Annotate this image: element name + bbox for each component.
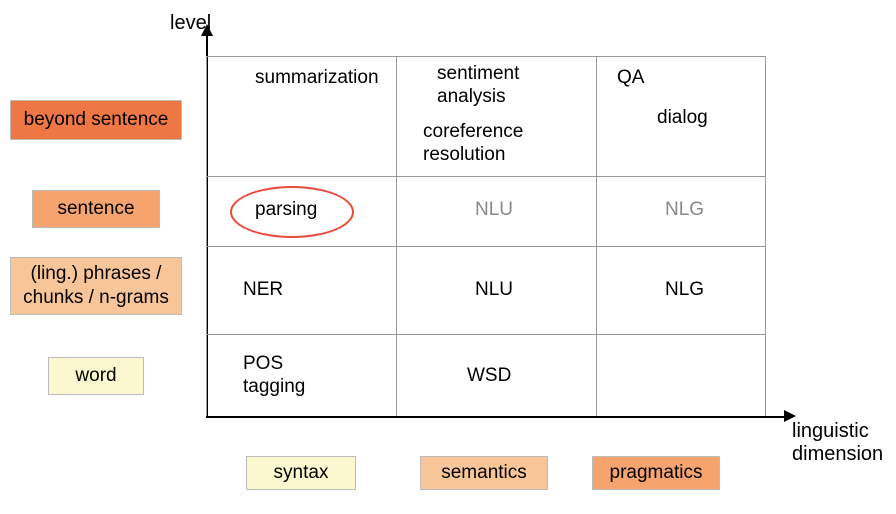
row-label-0: beyond sentence bbox=[10, 100, 182, 140]
col-label-0: syntax bbox=[246, 456, 356, 490]
cell-r1-c1: NLU bbox=[396, 176, 596, 246]
cell-text-r1c2-0: NLG bbox=[665, 199, 704, 222]
col-label-1: semantics bbox=[420, 456, 548, 490]
col-label-2: pragmatics bbox=[592, 456, 720, 490]
row-label-3: word bbox=[48, 357, 144, 395]
cell-r0-c0: summarization bbox=[206, 56, 396, 176]
row-label-1: sentence bbox=[32, 190, 160, 228]
cell-r1-c2: NLG bbox=[596, 176, 766, 246]
y-axis-arrowhead bbox=[201, 24, 213, 36]
cell-r3-c2 bbox=[596, 334, 766, 416]
cell-text-r2c2-0: NLG bbox=[665, 279, 704, 302]
cell-text-r3c0-0: POS tagging bbox=[243, 353, 305, 399]
cell-r0-c2: QA dialog bbox=[596, 56, 766, 176]
x-axis-line bbox=[206, 416, 786, 418]
parsing-highlight-ellipse bbox=[230, 186, 354, 238]
cell-r0-c1: sentiment analysis coreference resolution bbox=[396, 56, 596, 176]
cell-text-r1c1-0: NLU bbox=[475, 199, 513, 222]
cell-r2-c0: NER bbox=[206, 246, 396, 334]
cell-text-r2c1-0: NLU bbox=[475, 279, 513, 302]
cell-r2-c2: NLG bbox=[596, 246, 766, 334]
cell-r3-c0: POS tagging bbox=[206, 334, 396, 416]
row-label-2: (ling.) phrases / chunks / n-grams bbox=[10, 257, 182, 315]
cell-text-r0c2-1: dialog bbox=[657, 107, 708, 130]
cell-text-r0c1-1: coreference resolution bbox=[423, 121, 523, 167]
cell-text-r0c1-0: sentiment analysis bbox=[437, 63, 519, 109]
cell-r3-c1: WSD bbox=[396, 334, 596, 416]
cell-text-r0c2-0: QA bbox=[617, 67, 644, 90]
x-axis-label: linguistic dimension bbox=[792, 420, 883, 466]
x-axis-arrowhead bbox=[784, 410, 796, 422]
cell-text-r0c0-0: summarization bbox=[255, 67, 379, 90]
cell-text-r2c0-0: NER bbox=[243, 279, 283, 302]
cell-text-r3c1-0: WSD bbox=[467, 365, 511, 388]
cell-r2-c1: NLU bbox=[396, 246, 596, 334]
